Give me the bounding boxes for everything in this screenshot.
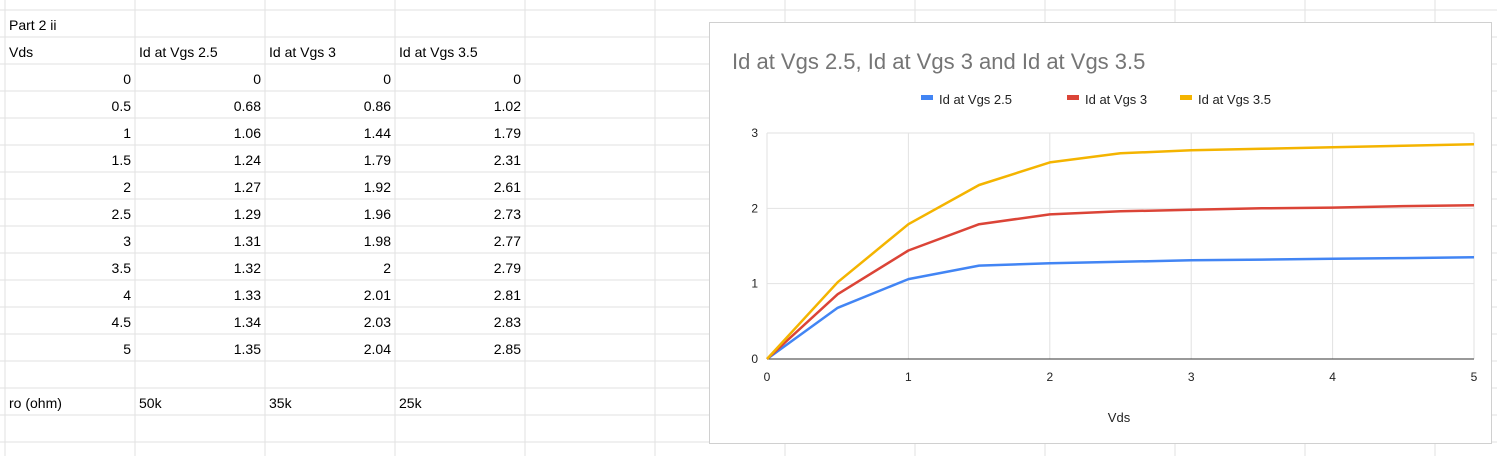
cell-vds[interactable]: 4 [123,287,131,303]
ro-value-vgs-2-5[interactable]: 50k [139,395,162,411]
x-tick-label: 2 [1046,370,1053,384]
x-axis-title: Vds [1108,410,1131,425]
header-id-vgs-3-5[interactable]: Id at Vgs 3.5 [399,44,478,60]
cell-vds[interactable]: 3.5 [111,260,131,276]
chart-title: Id at Vgs 2.5, Id at Vgs 3 and Id at Vgs… [732,49,1145,74]
cell-id-vgs-3-5[interactable]: 1.02 [493,98,521,114]
ro-label-cell[interactable]: ro (ohm) [9,395,62,411]
cell-id-vgs-3[interactable]: 1.92 [363,179,391,195]
cell-vds[interactable]: 1.5 [111,152,131,168]
cell-id-vgs-3-5[interactable]: 0 [513,71,521,87]
legend-item-2[interactable]: Id at Vgs 3 [1067,92,1147,107]
cell-id-vgs-2-5[interactable]: 0 [253,71,261,87]
cell-id-vgs-2-5[interactable]: 1.35 [233,341,261,357]
cell-id-vgs-3-5[interactable]: 2.83 [493,314,521,330]
series-line-1 [766,256,1475,361]
ro-value-vgs-3-5[interactable]: 25k [399,395,422,411]
x-tick-label: 4 [1329,370,1336,384]
line-chart: Id at Vgs 2.5, Id at Vgs 3 and Id at Vgs… [732,49,1478,425]
x-tick-label: 0 [764,370,771,384]
cell-id-vgs-3[interactable]: 1.79 [363,152,391,168]
cell-id-vgs-2-5[interactable]: 1.33 [233,287,261,303]
cell-id-vgs-2-5[interactable]: 1.34 [233,314,261,330]
cell-id-vgs-3[interactable]: 1.44 [363,125,391,141]
chart-legend[interactable]: Id at Vgs 2.5 Id at Vgs 3 Id at Vgs 3.5 [921,92,1271,107]
cell-id-vgs-2-5[interactable]: 1.29 [233,206,261,222]
header-id-vgs-3[interactable]: Id at Vgs 3 [269,44,336,60]
cell-id-vgs-2-5[interactable]: 1.24 [233,152,261,168]
x-axis-ticks: 0 1 2 3 4 5 [764,370,1478,384]
series-line-2 [766,204,1475,360]
cell-id-vgs-3[interactable]: 1.96 [363,206,391,222]
chart-series [766,143,1475,361]
x-tick-label: 3 [1188,370,1195,384]
cell-id-vgs-2-5[interactable]: 1.06 [233,125,261,141]
cell-id-vgs-2-5[interactable]: 1.32 [233,260,261,276]
chart-gridlines [766,132,1475,360]
cell-vds[interactable]: 2.5 [111,206,131,222]
cell-id-vgs-3-5[interactable]: 2.79 [493,260,521,276]
embedded-chart[interactable]: Id at Vgs 2.5, Id at Vgs 3 and Id at Vgs… [709,22,1492,444]
cell-id-vgs-3[interactable]: 2.04 [363,341,391,357]
title-cell[interactable]: Part 2 ii [9,17,57,33]
cell-id-vgs-3[interactable]: 0.86 [363,98,391,114]
y-tick-label: 0 [751,352,758,366]
x-tick-label: 5 [1471,370,1478,384]
cell-id-vgs-3[interactable]: 2.01 [363,287,391,303]
cell-id-vgs-3-5[interactable]: 2.73 [493,206,521,222]
legend-swatch [1067,95,1079,100]
ro-value-vgs-3[interactable]: 35k [269,395,292,411]
cell-id-vgs-3-5[interactable]: 2.85 [493,341,521,357]
cell-vds[interactable]: 2 [123,179,131,195]
series-line-3 [766,143,1475,360]
y-tick-label: 1 [751,277,758,291]
cell-id-vgs-3-5[interactable]: 2.31 [493,152,521,168]
x-tick-label: 1 [905,370,912,384]
cell-id-vgs-3[interactable]: 2 [383,260,391,276]
cell-id-vgs-3[interactable]: 1.98 [363,233,391,249]
cell-vds[interactable]: 1 [123,125,131,141]
cell-id-vgs-3[interactable]: 0 [383,71,391,87]
cell-vds[interactable]: 3 [123,233,131,249]
legend-label: Id at Vgs 3.5 [1198,92,1271,107]
cell-vds[interactable]: 0 [123,71,131,87]
header-vds[interactable]: Vds [9,44,34,60]
cell-id-vgs-3[interactable]: 2.03 [363,314,391,330]
y-tick-label: 3 [751,126,758,140]
cell-id-vgs-2-5[interactable]: 1.27 [233,179,261,195]
header-id-vgs-2-5[interactable]: Id at Vgs 2.5 [139,44,218,60]
cell-id-vgs-3-5[interactable]: 1.79 [493,125,521,141]
cell-vds[interactable]: 5 [123,341,131,357]
legend-swatch [921,95,933,100]
cell-id-vgs-2-5[interactable]: 1.31 [233,233,261,249]
legend-label: Id at Vgs 3 [1085,92,1147,107]
legend-swatch [1180,95,1192,100]
legend-label: Id at Vgs 2.5 [939,92,1012,107]
y-axis-ticks: 0 1 2 3 [751,126,758,366]
cell-id-vgs-3-5[interactable]: 2.61 [493,179,521,195]
cell-vds[interactable]: 0.5 [111,98,131,114]
y-tick-label: 2 [751,201,758,215]
cell-id-vgs-3-5[interactable]: 2.77 [493,233,521,249]
cell-id-vgs-3-5[interactable]: 2.81 [493,287,521,303]
legend-item-1[interactable]: Id at Vgs 2.5 [921,92,1012,107]
legend-item-3[interactable]: Id at Vgs 3.5 [1180,92,1271,107]
cell-id-vgs-2-5[interactable]: 0.68 [233,98,261,114]
cell-vds[interactable]: 4.5 [111,314,131,330]
